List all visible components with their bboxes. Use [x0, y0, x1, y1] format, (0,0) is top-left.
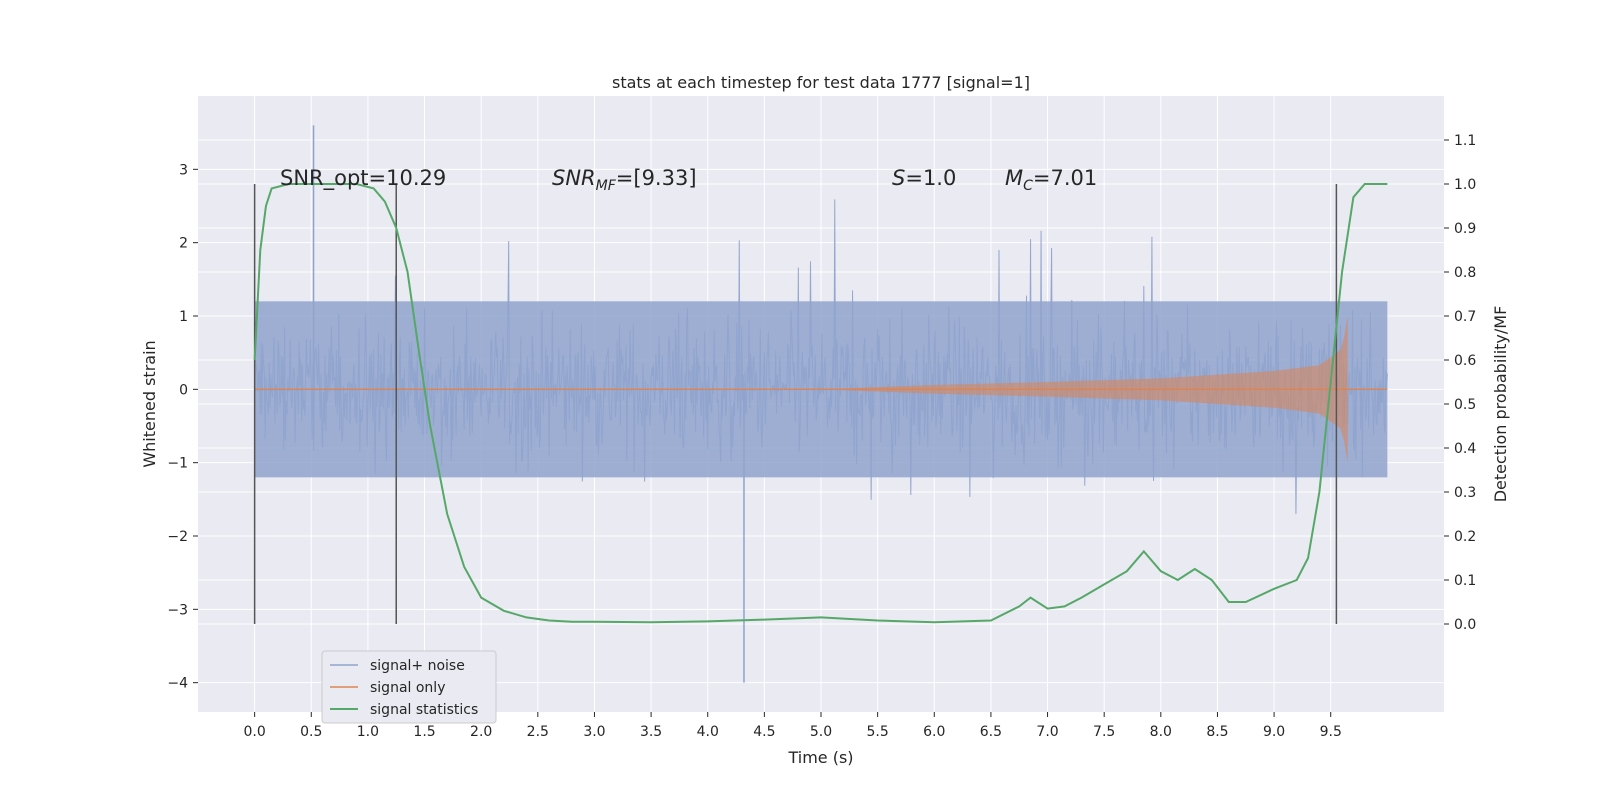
chart-title: stats at each timestep for test data 177… — [612, 73, 1030, 92]
y-right-tick-label: 1.1 — [1454, 133, 1476, 149]
mc-value: =7.01 — [1033, 166, 1097, 190]
y-right-tick-label: 0.8 — [1454, 265, 1476, 281]
x-tick-label: 2.5 — [527, 724, 549, 740]
mc-symbol: M — [1005, 166, 1023, 190]
y-right-tick-label: 0.4 — [1454, 441, 1476, 457]
y-tick-label: 2 — [179, 236, 188, 252]
x-tick-label: 9.0 — [1263, 724, 1285, 740]
x-axis-label: Time (s) — [787, 748, 853, 767]
x-tick-label: 5.0 — [810, 724, 832, 740]
snr-mf-subscript: MF — [596, 178, 617, 194]
snr-mf-symbol: SNR — [552, 166, 596, 190]
legend-label-signal-statistics: signal statistics — [370, 702, 478, 718]
y-right-tick-label: 0.5 — [1454, 397, 1476, 413]
mc-annotation: MC=7.01 — [1005, 166, 1097, 194]
s-value: =1.0 — [905, 166, 956, 190]
legend-label-signal-noise: signal+ noise — [370, 658, 465, 674]
data-series — [253, 125, 1388, 683]
y-right-axis-ticks: 1.1 1.0 0.9 0.8 0.7 0.6 0.5 0.4 0.3 0.2 0.1 0.0 — [1444, 133, 1476, 633]
snr-opt-annotation: SNR_opt=10.29 — [280, 166, 446, 191]
x-tick-label: 7.0 — [1036, 724, 1058, 740]
x-tick-label: 0.0 — [244, 724, 266, 740]
mc-subscript: C — [1023, 178, 1033, 194]
x-tick-label: 3.0 — [583, 724, 605, 740]
legend-label-signal-only: signal only — [370, 680, 445, 696]
y-right-axis-label: Detection probability/MF — [1491, 306, 1510, 503]
y-tick-label: −3 — [167, 602, 188, 618]
x-tick-label: 6.0 — [923, 724, 945, 740]
y-right-tick-label: 0.1 — [1454, 573, 1476, 589]
y-right-tick-label: 0.7 — [1454, 309, 1476, 325]
snr-mf-annotation: SNRMF=[9.33] — [552, 166, 697, 194]
y-right-tick-label: 0.0 — [1454, 617, 1476, 633]
series-signal-statistics-line — [253, 183, 1388, 624]
y-tick-label: 0 — [179, 382, 188, 398]
y-tick-label: −1 — [167, 456, 188, 472]
s-symbol: S — [892, 166, 905, 190]
y-right-tick-label: 1.0 — [1454, 177, 1476, 193]
y-tick-label: −4 — [167, 676, 188, 692]
x-tick-label: 8.5 — [1206, 724, 1228, 740]
x-tick-label: 5.5 — [867, 724, 889, 740]
s-annotation: S=1.0 — [892, 166, 956, 190]
x-tick-label: 1.5 — [413, 724, 435, 740]
y-tick-label: −2 — [167, 529, 188, 545]
y-right-tick-label: 0.6 — [1454, 353, 1476, 369]
y-right-tick-label: 0.3 — [1454, 485, 1476, 501]
x-tick-label: 0.5 — [300, 724, 322, 740]
x-tick-label: 4.0 — [697, 724, 719, 740]
y-tick-label: 3 — [179, 162, 188, 178]
y-right-tick-label: 0.9 — [1454, 221, 1476, 237]
y-right-tick-label: 0.2 — [1454, 529, 1476, 545]
x-tick-label: 7.5 — [1093, 724, 1115, 740]
x-tick-label: 8.0 — [1150, 724, 1172, 740]
y-tick-label: 1 — [179, 309, 188, 325]
x-tick-label: 3.5 — [640, 724, 662, 740]
legend: signal+ noise signal only signal statist… — [321, 650, 497, 724]
x-axis-ticks: 0.0 0.5 1.0 1.5 2.0 2.5 3.0 3.5 4.0 4.5 5.0 5.5 6.0 6… — [244, 712, 1342, 740]
x-tick-label: 9.5 — [1320, 724, 1342, 740]
snr-mf-value: =[9.33] — [616, 166, 697, 190]
x-tick-label: 2.0 — [470, 724, 492, 740]
x-tick-label: 4.5 — [753, 724, 775, 740]
x-tick-label: 6.5 — [980, 724, 1002, 740]
y-axis-label: Whitened strain — [140, 340, 159, 467]
x-tick-label: 1.0 — [357, 724, 379, 740]
legend-box — [321, 650, 497, 724]
y-axis-ticks: 3 2 1 0 −1 −2 −3 −4 — [167, 162, 198, 692]
